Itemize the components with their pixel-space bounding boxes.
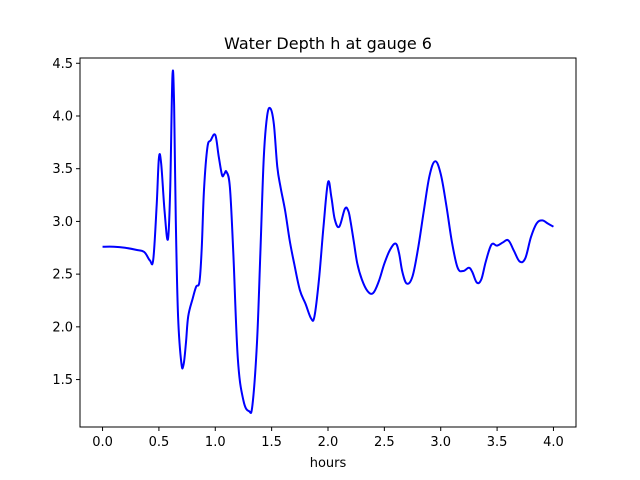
x-tick-label: 0.5 [149,435,170,450]
water-depth-series-line [102,69,554,414]
x-tick-label: 0.0 [92,435,113,450]
y-tick-label: 3.0 [52,215,73,230]
y-tick-label: 2.0 [52,320,73,335]
x-axis-label: hours [310,456,347,471]
y-axis: 1.5 2.0 2.5 3.0 3.5 4.0 4.5 [52,57,80,388]
x-tick-label: 2.0 [318,435,339,450]
plot-frame [79,57,577,428]
x-tick-label: 1.5 [261,435,282,450]
y-tick-label: 4.0 [52,109,73,124]
x-tick-label: 4.0 [543,435,564,450]
y-tick-label: 4.5 [52,57,73,72]
x-axis: 0.0 0.5 1.0 1.5 2.0 2.5 3.0 3.5 4.0 [92,427,564,450]
y-tick-label: 3.5 [52,162,73,177]
y-tick-label: 1.5 [52,373,73,388]
x-tick-label: 3.5 [487,435,508,450]
x-tick-label: 2.5 [374,435,395,450]
x-tick-label: 1.0 [205,435,226,450]
chart-title: Water Depth h at gauge 6 [224,34,432,53]
y-tick-label: 2.5 [52,268,73,283]
x-tick-label: 3.0 [430,435,451,450]
plot-area [102,69,554,414]
